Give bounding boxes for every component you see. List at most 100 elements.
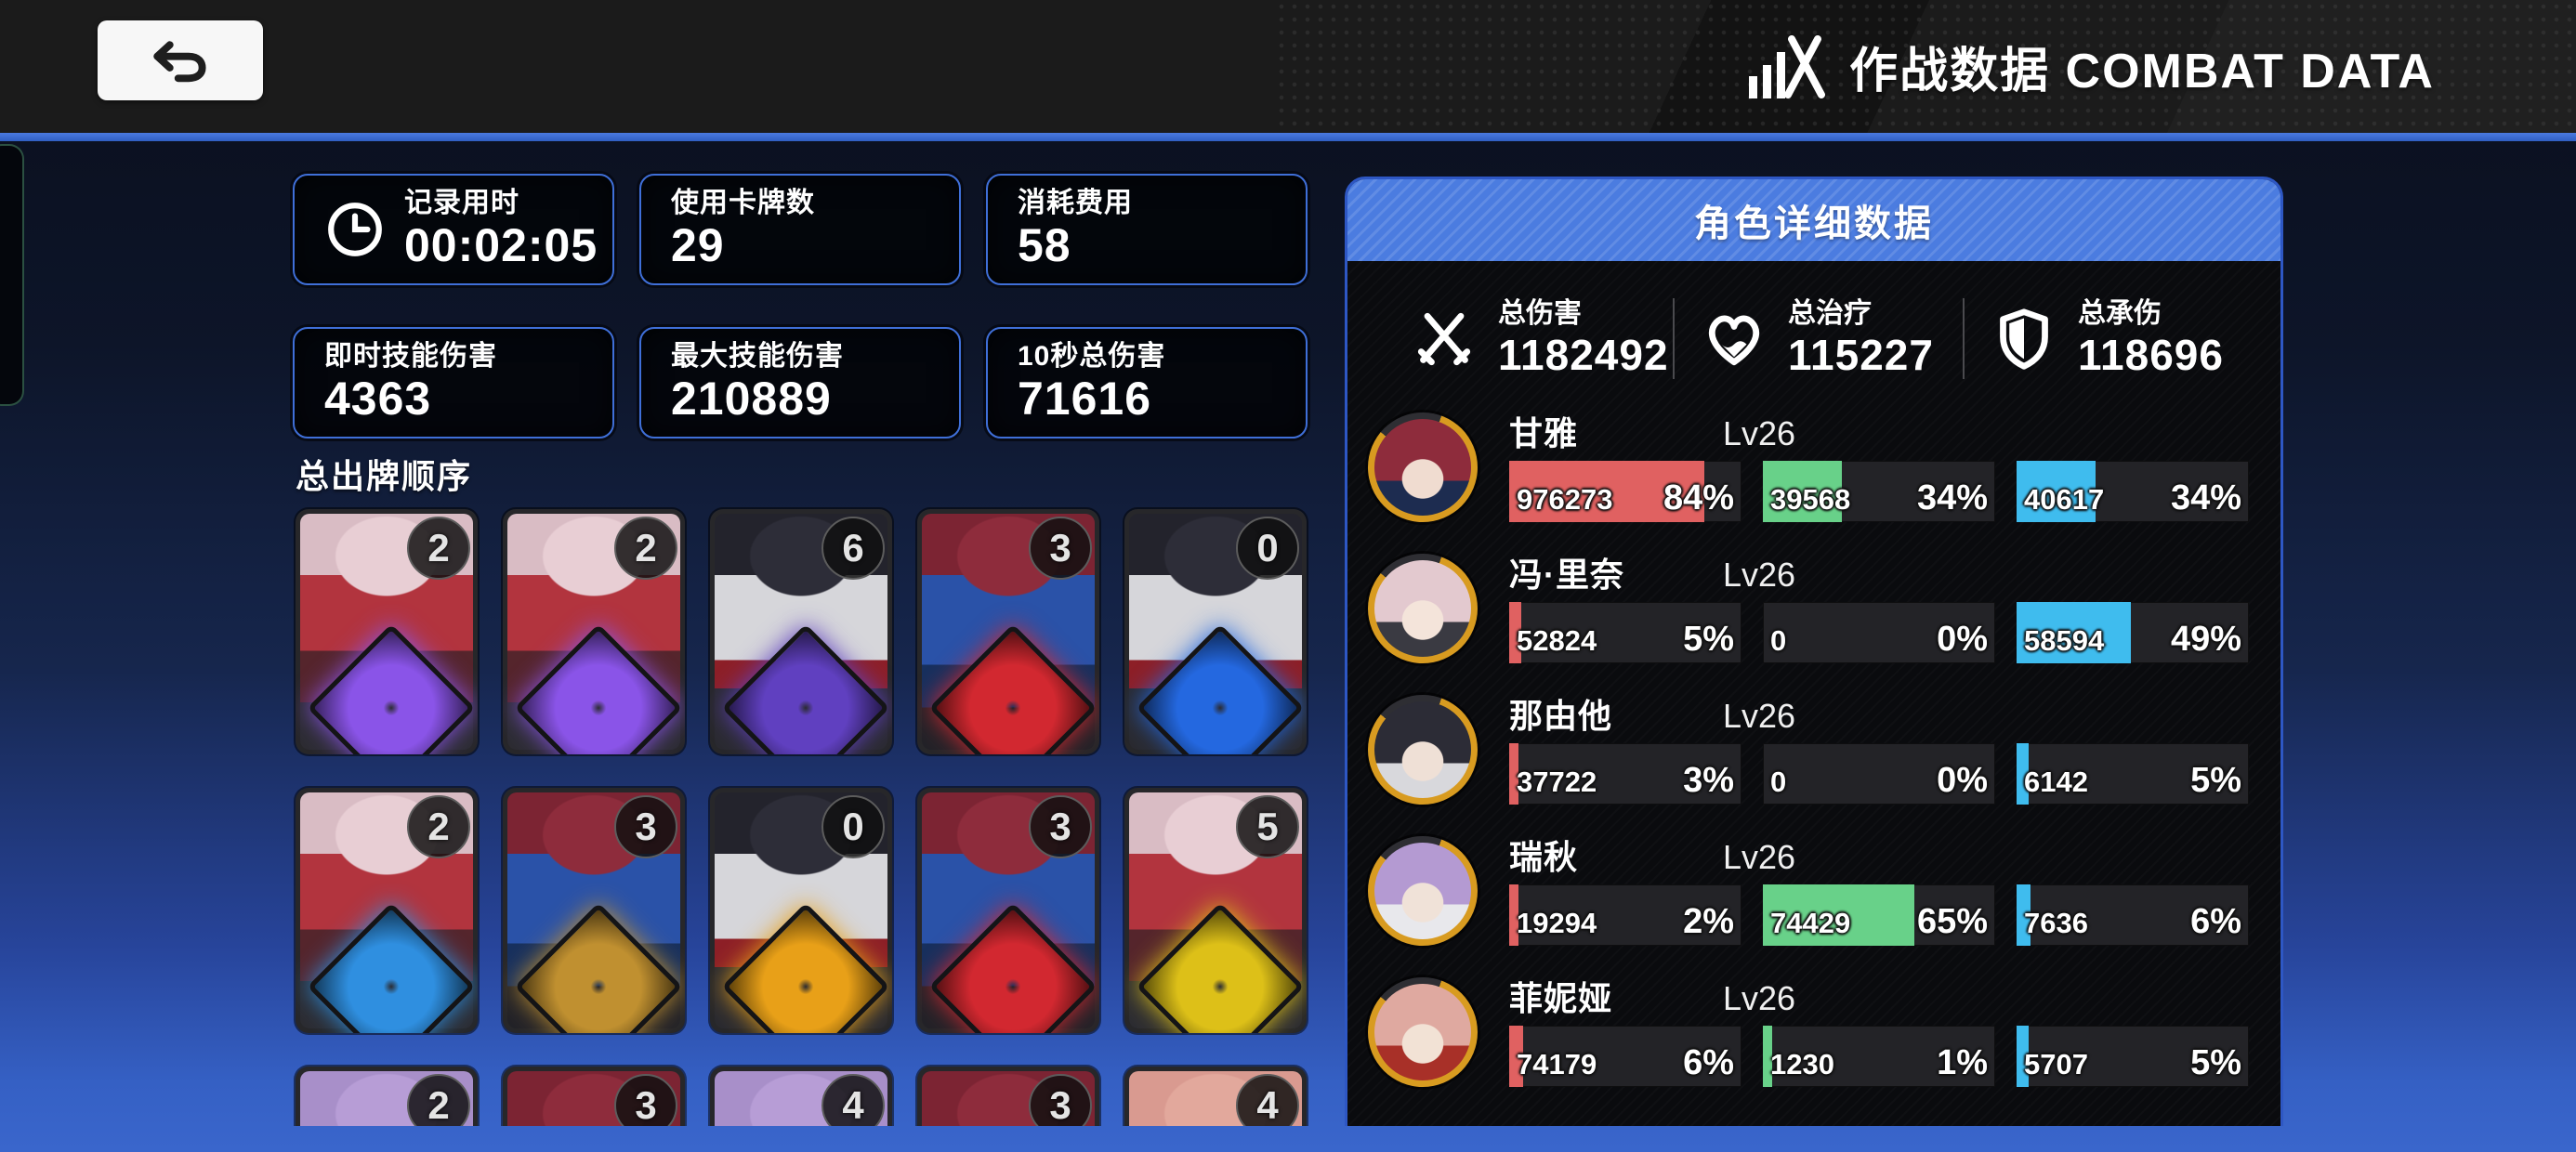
taken-bar: 40617 34% (2017, 461, 2249, 523)
swords-icon (1411, 306, 1478, 373)
card-count-badge: 2 (407, 795, 470, 858)
bar-percent: 5% (2190, 1043, 2241, 1083)
stat-value: 210889 (671, 372, 832, 425)
bar-percent: 34% (2170, 478, 2241, 518)
summary-label: 总伤害 (1498, 298, 1582, 329)
card-count-badge: 4 (1236, 1074, 1299, 1126)
summary-item: 总伤害 1182492 (1385, 298, 1673, 379)
stat-label: 最大技能伤害 (671, 341, 844, 373)
damage-bar: 74179 6% (1509, 1026, 1741, 1088)
played-card: 2 (296, 509, 478, 754)
stat-value: 71616 (1018, 372, 1152, 425)
character-level: Lv26 (1723, 838, 1796, 877)
character-row: 菲妮娅 Lv26 74179 6% 1230 1% 5707 5% (1368, 972, 2249, 1099)
character-detail-panel: 角色详细数据 总伤害 1182492 总治疗 115227 总承伤 118696 甘雅 Lv… (1345, 177, 2283, 1126)
played-card: 0 (1124, 509, 1307, 754)
stat-box: 10秒总伤害 71616 (986, 327, 1308, 439)
heal-bar: 74429 65% (1763, 884, 1995, 947)
played-card: 2 (296, 1067, 478, 1126)
stat-box: 记录用时 00:02:05 (293, 174, 614, 285)
bar-value: 74179 (1517, 1048, 1597, 1081)
bar-percent: 6% (1683, 1043, 1734, 1083)
character-row: 甘雅 Lv26 976273 84% 39568 34% 40617 34% (1368, 407, 2249, 534)
heal-bar: 0 0% (1763, 602, 1995, 664)
played-card: 6 (710, 509, 892, 754)
card-count-badge: 6 (821, 517, 885, 580)
bar-value: 5707 (2024, 1048, 2088, 1081)
played-card: 2 (296, 788, 478, 1033)
side-drawer-handle[interactable] (0, 144, 24, 406)
character-row: 瑞秋 Lv26 19294 2% 74429 65% 7636 6% (1368, 831, 2249, 958)
character-name: 冯·里奈 (1509, 556, 1624, 595)
taken-bar: 7636 6% (2017, 884, 2249, 947)
card-count-badge: 2 (407, 517, 470, 580)
bar-value: 74429 (1770, 907, 1851, 940)
played-card: 3 (503, 1067, 685, 1126)
damage-bar: 976273 84% (1509, 461, 1741, 523)
stat-box: 即时技能伤害 4363 (293, 327, 614, 439)
character-name: 那由他 (1509, 697, 1613, 736)
played-card: 3 (503, 788, 685, 1033)
character-row: 那由他 Lv26 37722 3% 0 0% 6142 5% (1368, 689, 2249, 817)
summary-item: 总承伤 118696 (1963, 298, 2253, 380)
heart-icon (1701, 306, 1768, 373)
played-card: 3 (917, 788, 1099, 1033)
stat-value: 58 (1018, 218, 1071, 271)
bar-percent: 6% (2190, 902, 2241, 942)
stat-label: 使用卡牌数 (671, 188, 815, 219)
bar-value: 0 (1770, 766, 1787, 799)
character-row: 冯·里奈 Lv26 52824 5% 0 0% 58594 49% (1368, 548, 2249, 675)
bar-value: 58594 (2024, 624, 2105, 658)
shield-icon (1991, 306, 2057, 373)
card-count-badge: 0 (1236, 517, 1299, 580)
page-title: 作战数据 COMBAT DATA (1745, 0, 2435, 133)
bar-percent: 3% (1683, 761, 1734, 801)
card-count-badge: 2 (407, 1074, 470, 1126)
bar-percent: 0% (1937, 620, 1988, 660)
totals-summary: 总伤害 1182492 总治疗 115227 总承伤 118696 (1385, 298, 2253, 380)
stat-label: 10秒总伤害 (1018, 341, 1166, 373)
played-card: 5 (1124, 788, 1307, 1033)
combat-chart-swords-icon (1745, 32, 1826, 102)
card-count-badge: 3 (1029, 517, 1092, 580)
page-title-text: 作战数据 COMBAT DATA (1849, 45, 2435, 98)
played-card: 0 (710, 788, 892, 1033)
card-count-badge: 0 (821, 795, 885, 858)
card-count-badge: 3 (1029, 795, 1092, 858)
clock-icon (324, 199, 386, 260)
main-content: 记录用时 00:02:05 使用卡牌数 29 消耗费用 58 即时技能伤害 4363 最大技能伤… (0, 141, 2576, 1126)
taken-bar: 6142 5% (2017, 743, 2249, 805)
heal-bar: 39568 34% (1763, 461, 1995, 523)
summary-value: 118696 (2078, 330, 2224, 379)
card-count-badge: 4 (821, 1074, 885, 1126)
back-button[interactable] (98, 20, 263, 100)
bar-percent: 84% (1663, 478, 1734, 518)
accent-divider (0, 133, 2576, 141)
card-count-badge: 2 (614, 517, 677, 580)
character-avatar (1368, 836, 1478, 947)
bar-percent: 2% (1683, 902, 1734, 942)
character-avatar (1368, 695, 1478, 805)
played-card: 3 (917, 1067, 1099, 1126)
bar-value: 52824 (1517, 624, 1597, 658)
summary-value: 1182492 (1498, 330, 1669, 379)
heal-bar: 1230 1% (1763, 1026, 1995, 1088)
summary-label: 总承伤 (2078, 298, 2162, 329)
character-avatar (1368, 977, 1478, 1088)
stat-value: 29 (671, 218, 725, 271)
bar-percent: 5% (1683, 620, 1734, 660)
return-arrow-icon (147, 34, 214, 87)
character-rows: 甘雅 Lv26 976273 84% 39568 34% 40617 34% 冯·里奈 Lv26 5… (1347, 403, 2280, 1099)
bar-value: 1230 (1770, 1048, 1834, 1081)
bar-percent: 1% (1937, 1043, 1988, 1083)
summary-value: 115227 (1788, 330, 1934, 379)
bar-value: 19294 (1517, 907, 1597, 940)
stat-label: 消耗费用 (1018, 188, 1133, 219)
damage-bar: 19294 2% (1509, 884, 1741, 947)
card-count-badge: 5 (1236, 795, 1299, 858)
battle-stats-grid: 记录用时 00:02:05 使用卡牌数 29 消耗费用 58 即时技能伤害 4363 最大技能伤… (293, 174, 1308, 439)
stat-box: 使用卡牌数 29 (639, 174, 961, 285)
taken-bar: 5707 5% (2017, 1026, 2249, 1088)
panel-title: 角色详细数据 (1347, 179, 2280, 261)
character-level: Lv26 (1723, 556, 1796, 595)
